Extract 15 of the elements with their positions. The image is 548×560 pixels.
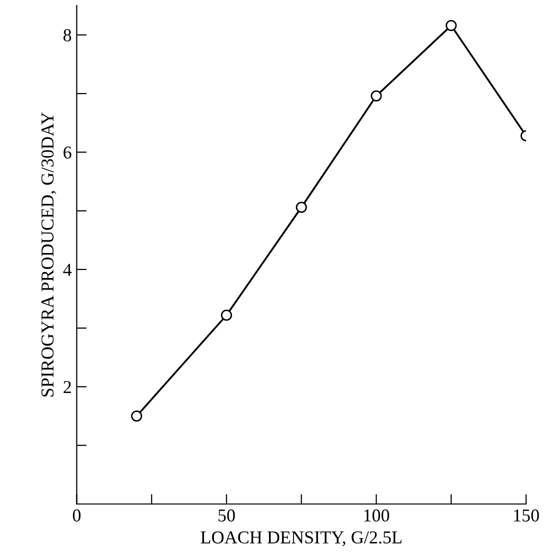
point [296,202,307,213]
x-tick-label: 100 [364,509,390,522]
x-tick-label: 150 [514,509,539,522]
point [131,410,142,422]
y-tick-label: 4 [63,264,72,276]
y-tick-label: 8 [64,29,72,42]
point [220,310,232,321]
x-axis-title: LOACH DENSITY, G/2.5L [200,531,402,546]
point [370,90,382,102]
y-tick-label: 2 [64,381,71,393]
y-axis-title: SPIROGYRA PRODUCED, G/30DAY [41,112,56,396]
y-tick-label: 6 [64,146,72,159]
x-tick-label: 0 [72,509,81,522]
point [446,20,457,32]
x-tick-label: 50 [218,509,235,522]
